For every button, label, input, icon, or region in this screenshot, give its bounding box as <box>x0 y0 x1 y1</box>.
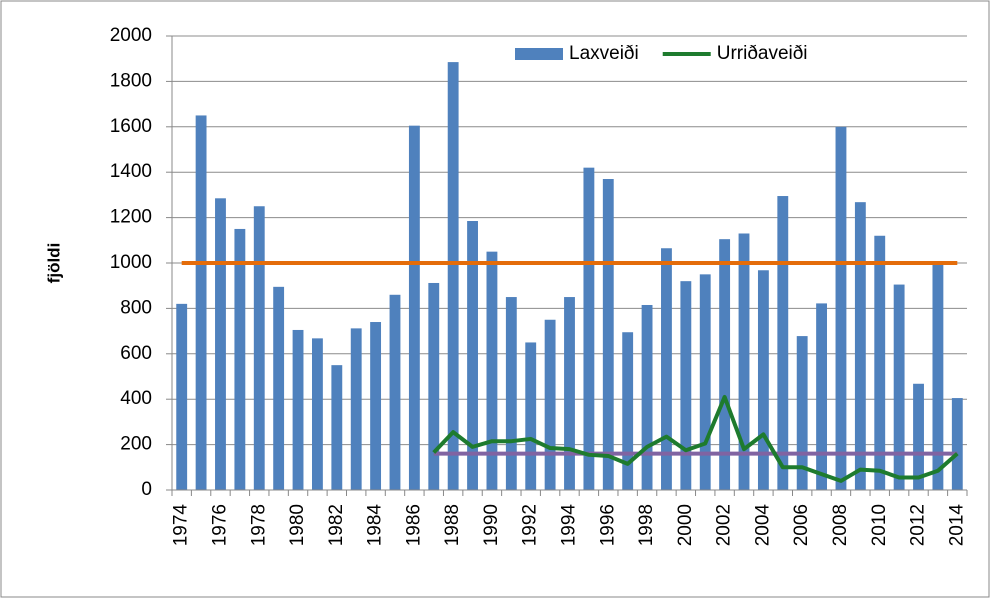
x-tick-label: 1974 <box>171 504 192 547</box>
line <box>432 394 959 483</box>
y-tick-label: 0 <box>141 479 152 500</box>
bar <box>583 167 595 490</box>
bar <box>738 233 750 491</box>
x-tick-label: 1978 <box>248 504 269 546</box>
x-tick-label: 2006 <box>791 504 812 546</box>
x-tick-label: 2014 <box>946 504 967 547</box>
legend-swatch <box>515 48 563 60</box>
bar <box>447 62 459 490</box>
legend-label: Urriðaveiði <box>717 43 808 64</box>
x-tick-label: 1976 <box>209 504 230 546</box>
bar <box>641 304 653 490</box>
x-tick-label: 1994 <box>559 504 580 547</box>
bar <box>544 319 556 490</box>
bar <box>835 126 847 491</box>
bar <box>234 228 246 490</box>
bar <box>273 286 285 490</box>
bar <box>757 270 769 490</box>
bar <box>292 329 304 490</box>
bar <box>311 338 323 490</box>
bar <box>816 303 828 490</box>
x-tick-label: 2010 <box>869 504 890 546</box>
bar <box>777 196 789 490</box>
bar <box>215 198 226 490</box>
x-tick-label: 1986 <box>403 504 424 546</box>
bar <box>505 297 517 490</box>
y-tick-label: 1600 <box>110 116 152 137</box>
bar <box>389 294 401 490</box>
bar <box>370 322 382 490</box>
bar <box>913 383 924 490</box>
legend-label: Laxveiði <box>569 43 639 64</box>
bar <box>719 239 731 490</box>
bar <box>874 235 886 490</box>
bar <box>350 328 362 490</box>
x-tick-label: 1988 <box>442 504 463 546</box>
y-axis-label: fjöldi <box>44 243 63 284</box>
x-tick-label: 1990 <box>481 504 502 546</box>
bar <box>602 179 614 490</box>
bar <box>486 251 498 490</box>
bar <box>408 125 420 490</box>
x-tick-label: 2004 <box>752 504 773 547</box>
y-tick-label: 1200 <box>110 207 152 228</box>
x-tick-label: 1998 <box>636 504 657 546</box>
x-tick-label: 1996 <box>597 504 618 546</box>
x-tick-label: 1984 <box>365 504 386 547</box>
bar <box>564 297 575 490</box>
bar <box>195 115 207 490</box>
bar <box>932 263 944 490</box>
x-tick-label: 2008 <box>830 504 851 546</box>
y-tick-label: 200 <box>120 434 152 455</box>
bar <box>893 284 905 490</box>
x-tick-label: 1982 <box>326 504 347 546</box>
bar <box>253 206 265 490</box>
bar <box>176 303 188 490</box>
bar <box>680 281 692 490</box>
x-tick-label: 2002 <box>714 504 735 546</box>
bar <box>796 336 808 490</box>
y-tick-label: 1800 <box>110 70 152 91</box>
y-tick-label: 2000 <box>110 25 152 46</box>
bar <box>331 365 343 490</box>
bar <box>661 248 672 490</box>
bar <box>951 398 963 490</box>
y-tick-label: 800 <box>120 297 152 318</box>
y-tick-label: 1000 <box>110 252 152 273</box>
bar <box>699 274 711 490</box>
y-tick-label: 600 <box>120 343 152 364</box>
y-tick-label: 400 <box>120 388 152 409</box>
x-tick-label: 1992 <box>520 504 541 546</box>
bar <box>854 202 866 490</box>
x-tick-label: 1980 <box>287 504 308 546</box>
y-tick-label: 1400 <box>110 161 152 182</box>
x-tick-label: 2012 <box>908 504 929 546</box>
bar <box>622 332 634 490</box>
bar <box>467 221 478 490</box>
bar <box>428 282 440 490</box>
bar <box>525 342 537 490</box>
x-tick-label: 2000 <box>675 504 696 546</box>
